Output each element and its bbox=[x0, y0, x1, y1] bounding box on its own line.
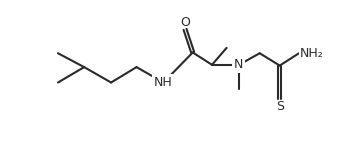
Text: S: S bbox=[276, 100, 284, 113]
Text: N: N bbox=[234, 58, 244, 71]
Text: NH: NH bbox=[154, 76, 173, 89]
Text: O: O bbox=[180, 16, 190, 29]
Text: NH₂: NH₂ bbox=[300, 47, 324, 60]
